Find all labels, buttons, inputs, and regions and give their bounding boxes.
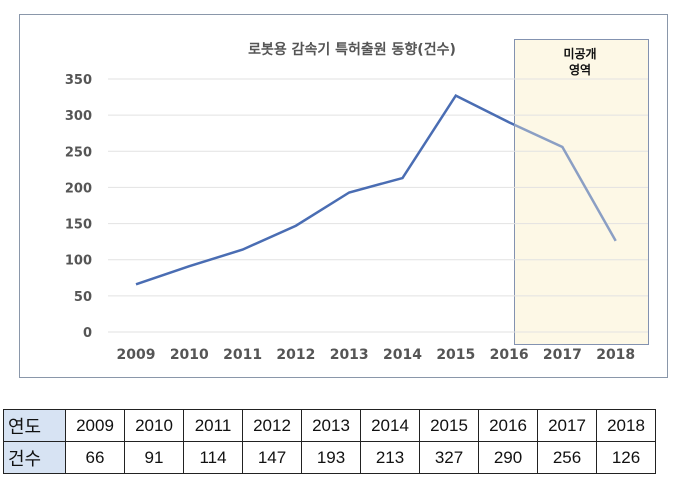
data-table: 연도 2009 2010 2011 2012 2013 2014 2015 2016 2017 20… bbox=[3, 409, 656, 474]
y-tick-label: 300 bbox=[65, 109, 92, 124]
x-tick-label: 2011 bbox=[223, 347, 262, 363]
series-line-unpublished bbox=[514, 123, 617, 242]
x-tick-label: 2017 bbox=[543, 347, 582, 363]
year-cell: 2013 bbox=[301, 409, 361, 442]
year-cell: 2010 bbox=[124, 409, 184, 442]
y-tick-label: 350 bbox=[65, 73, 92, 88]
unpublished-region bbox=[514, 39, 649, 345]
count-cell: 66 bbox=[65, 441, 125, 474]
count-cell: 327 bbox=[419, 441, 479, 474]
unpublished-label-line1: 미공개 bbox=[563, 46, 596, 61]
table-row-years: 연도 2009 2010 2011 2012 2013 2014 2015 2016 2017 20… bbox=[3, 409, 656, 442]
count-cell: 126 bbox=[596, 441, 656, 474]
y-tick-label: 200 bbox=[65, 181, 92, 196]
y-tick-label: 50 bbox=[74, 290, 92, 305]
year-header: 연도 bbox=[3, 409, 66, 442]
x-tick-label: 2013 bbox=[330, 347, 369, 363]
y-tick-label: 100 bbox=[65, 254, 92, 269]
table-row-counts: 건수 66 91 114 147 193 213 327 290 256 126 bbox=[3, 441, 656, 474]
x-tick-label: 2009 bbox=[117, 347, 156, 363]
year-cell: 2011 bbox=[183, 409, 243, 442]
count-cell: 290 bbox=[478, 441, 538, 474]
chart-title: 로봇용 감속기 특허출원 동향(건수) bbox=[248, 41, 456, 58]
count-cell: 91 bbox=[124, 441, 184, 474]
x-tick-label: 2018 bbox=[596, 347, 635, 363]
y-tick-label: 250 bbox=[65, 145, 92, 160]
year-cell: 2012 bbox=[242, 409, 302, 442]
x-tick-label: 2015 bbox=[436, 347, 475, 363]
y-tick-label: 150 bbox=[65, 218, 92, 233]
line-chart: 로봇용 감속기 특허출원 동향(건수) 미공개 영역 0 50 100 150 200 2… bbox=[19, 14, 668, 378]
x-tick-label: 2014 bbox=[383, 347, 422, 363]
series-line bbox=[135, 94, 514, 286]
year-cell: 2014 bbox=[360, 409, 420, 442]
count-cell: 256 bbox=[537, 441, 597, 474]
unpublished-label-line2: 영역 bbox=[569, 62, 591, 77]
x-tick-label: 2010 bbox=[170, 347, 209, 363]
count-cell: 193 bbox=[301, 441, 361, 474]
year-cell: 2009 bbox=[65, 409, 125, 442]
year-cell: 2015 bbox=[419, 409, 479, 442]
count-cell: 213 bbox=[360, 441, 420, 474]
year-cell: 2017 bbox=[537, 409, 597, 442]
count-cell: 114 bbox=[183, 441, 243, 474]
year-cell: 2016 bbox=[478, 409, 538, 442]
x-tick-label: 2016 bbox=[490, 347, 529, 363]
count-cell: 147 bbox=[242, 441, 302, 474]
x-tick-label: 2012 bbox=[276, 347, 315, 363]
year-cell: 2018 bbox=[596, 409, 656, 442]
count-header: 건수 bbox=[3, 441, 66, 474]
y-tick-label: 0 bbox=[83, 326, 92, 341]
